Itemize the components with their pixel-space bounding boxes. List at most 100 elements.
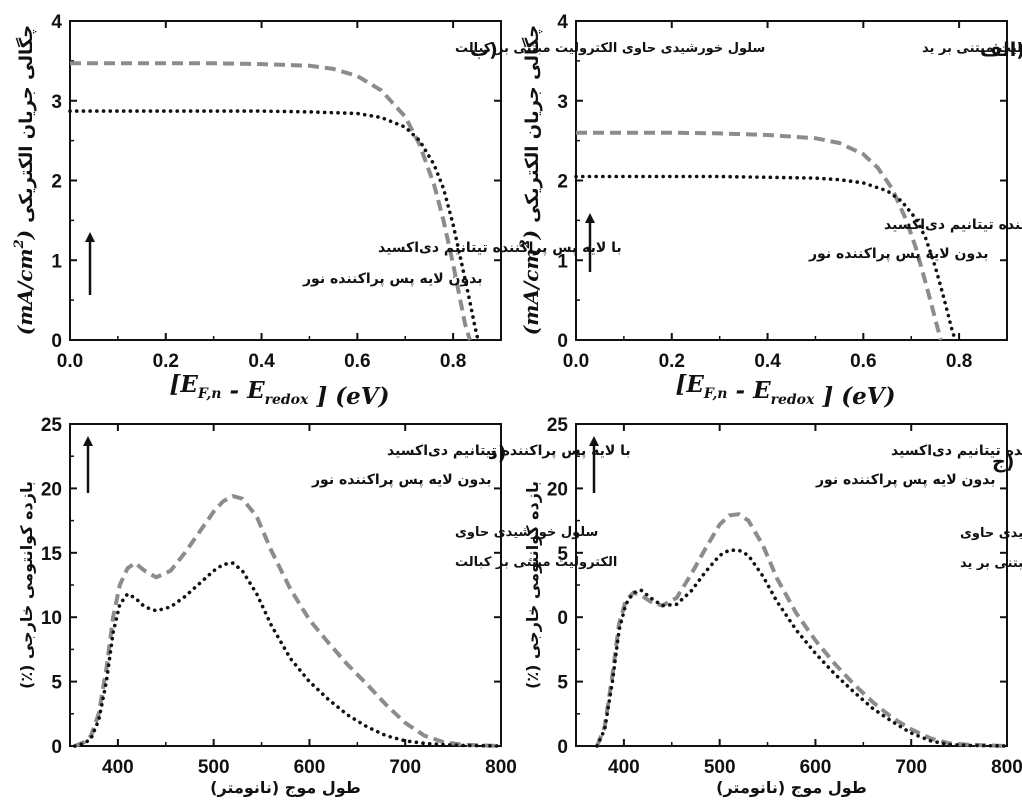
y-tick-label: 1: [51, 251, 62, 272]
x-axis-label-part: [: [169, 371, 181, 398]
x-tick-label: 0.2: [153, 351, 179, 372]
x-tick-label: 0.2: [659, 351, 685, 372]
x-tick-label: 600: [800, 757, 832, 778]
y-tick-label: 3: [557, 92, 568, 113]
arrow-head: [585, 213, 595, 223]
legend-entry: با لایه پس پراکننده تیتانیم دی‌اکسید: [891, 443, 1022, 459]
x-tick-label: 800: [991, 757, 1022, 778]
y-axis-label-words: چگالی جریان الکتریکی: [521, 25, 543, 223]
legend-entry: بدون لایه پس پراکننده نور: [302, 271, 483, 287]
x-axis-label-part: ] (eV): [814, 383, 895, 410]
legend-entry: با لایه پس پراکننده تیتانیم دی‌اکسید: [387, 443, 631, 459]
x-tick-label: 0.6: [344, 351, 370, 372]
series-line-dotted: [595, 548, 1009, 748]
x-tick-label: 400: [608, 757, 640, 778]
x-tick-label: 0.8: [946, 351, 972, 372]
y-tick-label: 0: [51, 737, 62, 758]
chart-panel-jim: 400 500 600 700 800 0 5 0 5 20 25 با لایه پس پراکنن…: [523, 415, 1022, 797]
chart-panel-b: 0.0 0.2 0.4 0.6 0.8 0 1 2 3 4 با لایه پس پراکننده …: [12, 12, 765, 410]
x-tick-label: 0.6: [850, 351, 876, 372]
panel-letter: (د: [488, 442, 506, 464]
y-tick-label: 25: [41, 415, 63, 436]
series-line-dotted: [68, 109, 480, 342]
y-tick-label: 20: [41, 479, 62, 500]
panel-title: سلول خورشیدی حاوی الکترولیت مبتنی بر کبا…: [455, 41, 765, 56]
y-tick-label: 3: [51, 92, 62, 113]
series-line-dashed: [70, 61, 472, 341]
x-tick-label: 700: [389, 757, 421, 778]
panel-title-line: الکترولیت مبتنی بر ید: [960, 556, 1022, 571]
x-tick-label: 500: [198, 757, 230, 778]
x-tick-label: 700: [895, 757, 927, 778]
panel-title: سلول خورشیدی حاوی الکترولیت مبتنی بر ید: [922, 41, 1022, 56]
x-axis-label-part: E: [246, 377, 265, 404]
x-tick-label: 800: [485, 757, 517, 778]
legend-entry: بدون لایه پس پراکننده نور: [808, 246, 989, 262]
y-axis-label: (mA/cm2) چگالی جریان الکتریکی: [12, 25, 37, 335]
panel-letter: (الف: [980, 39, 1022, 61]
arrow-head: [83, 436, 93, 446]
y-tick-label: 1: [557, 251, 568, 272]
y-tick-label: 15: [41, 544, 63, 565]
y-tick-label: 5: [557, 544, 568, 565]
x-tick-label: 0.4: [754, 351, 781, 372]
x-axis-label: [EF,n - Eredox ] (eV): [169, 371, 389, 410]
y-axis-label-exponent: 2: [518, 239, 533, 249]
y-tick-label: 0: [557, 737, 568, 758]
y-axis-label: بازده کوانتومی خارجی (٪): [17, 481, 36, 689]
y-axis-label: بازده کوانتومی خارجی (٪): [523, 481, 542, 689]
y-tick-label: 5: [51, 673, 62, 694]
y-axis-label-exponent: 2: [12, 239, 27, 249]
x-tick-label: 400: [102, 757, 134, 778]
legend-entry: بدون لایه پس پراکننده نور: [815, 472, 996, 488]
y-axis-label-unit: (mA/cm: [519, 248, 543, 335]
y-tick-label: 5: [557, 673, 568, 694]
panel-title-line: سلول خورشیدی حاوی: [455, 525, 598, 540]
x-axis-label: طول موج (نانومتر): [716, 778, 867, 797]
series-line-dashed: [595, 512, 1008, 748]
y-tick-label: 4: [557, 12, 568, 33]
y-axis-label-unit: (mA/cm: [13, 248, 37, 335]
y-axis-label-text: (mA/cm2) چگالی جریان الکتریکی: [12, 25, 37, 335]
legend-entry: بدون لایه پس پراکننده نور: [311, 472, 492, 488]
x-axis-label-part: E: [752, 377, 771, 404]
x-axis-label-part: -: [222, 377, 248, 404]
chart-panel-alef: 0.0 0.2 0.4 0.6 0.8 0 1 2 3 4 با لایه پس پراکننده …: [518, 12, 1022, 410]
y-tick-label: 10: [41, 608, 62, 629]
y-axis-label-text: بازده کوانتومی خارجی (٪): [17, 481, 36, 689]
panel-title-line: سلول خورشیدی حاوی: [960, 526, 1022, 541]
y-tick-label: 0: [51, 331, 62, 352]
x-tick-label: 0.0: [57, 351, 83, 372]
x-axis-label-subscript: F,n: [703, 386, 728, 402]
x-axis-label-part: -: [728, 377, 754, 404]
panel-letter: (ج: [992, 451, 1014, 473]
x-axis-label-part: ] (eV): [308, 383, 389, 410]
y-axis-label: (mA/cm2) چگالی جریان الکتریکی: [518, 25, 543, 335]
series-line-dotted: [574, 174, 958, 342]
arrow-head: [85, 232, 95, 242]
x-axis-label-subscript: redox: [771, 392, 815, 408]
y-tick-label: 20: [547, 479, 568, 500]
y-tick-label: 2: [557, 172, 568, 193]
y-axis-label-text: (mA/cm2) چگالی جریان الکتریکی: [518, 25, 543, 335]
legend-entry: با لایه پس پراکننده تیتانیم دی‌اکسید: [884, 217, 1022, 233]
y-tick-label: 4: [51, 12, 62, 33]
y-tick-label: 2: [51, 172, 62, 193]
x-tick-label: 0.4: [248, 351, 275, 372]
legend-entry: با لایه پس پراکننده تیتانیم دی‌اکسید: [378, 240, 622, 256]
series-line-dashed: [74, 494, 502, 748]
x-tick-label: 0.8: [440, 351, 466, 372]
y-axis-label-close: ): [519, 223, 543, 240]
x-axis-label-subscript: redox: [265, 392, 309, 408]
panel-letter: (ب: [470, 39, 498, 61]
x-axis-label-subscript: F,n: [197, 386, 222, 402]
x-axis-label-part: E: [179, 371, 198, 398]
plot-frame: [69, 20, 502, 341]
x-axis-label: طول موج (نانومتر): [210, 778, 361, 797]
series-line-dashed: [576, 130, 943, 341]
x-tick-label: 0.0: [563, 351, 589, 372]
x-tick-label: 500: [704, 757, 736, 778]
y-tick-label: 0: [557, 331, 568, 352]
